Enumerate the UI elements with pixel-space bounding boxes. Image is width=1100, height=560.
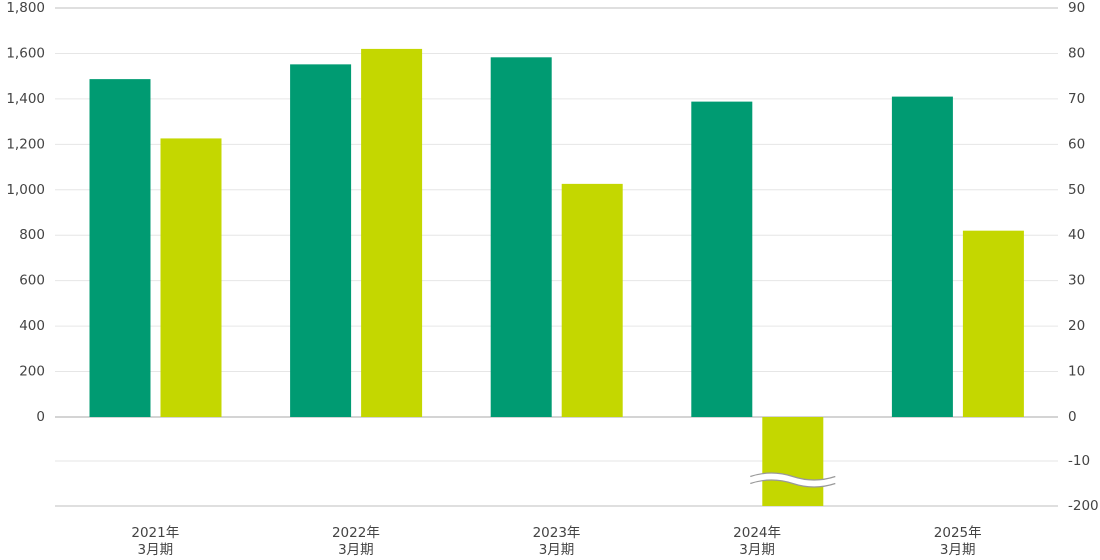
x-axis-tick-label: 3月期 <box>739 542 775 558</box>
x-axis-tick-label: 2022年 <box>332 525 380 541</box>
left-axis-tick-label: 1,600 <box>6 45 45 61</box>
bar-series-1 <box>89 79 151 418</box>
left-axis-tick-label: 200 <box>19 364 45 380</box>
left-axis-tick-label: 1,800 <box>6 0 45 16</box>
left-axis-tick-label: 0 <box>36 409 45 425</box>
bar-series-2 <box>160 138 222 418</box>
bar-series-1 <box>891 96 953 417</box>
bar-series-1 <box>691 101 753 418</box>
right-axis-tick-label: 0 <box>1068 409 1077 425</box>
right-axis-tick-label: -10 <box>1068 453 1090 469</box>
x-axis-tick-label: 2024年 <box>733 525 781 541</box>
left-axis-tick-label: 1,000 <box>6 182 45 198</box>
right-axis-tick-label: 10 <box>1068 364 1085 380</box>
x-axis-tick-label: 2025年 <box>934 525 982 541</box>
right-axis-tick-label: 70 <box>1068 91 1085 107</box>
left-axis-tick-label: 800 <box>19 227 45 243</box>
axis-break-line <box>750 472 836 481</box>
left-axis-tick-label: 1,200 <box>6 136 45 152</box>
x-axis-tick-label: 3月期 <box>138 542 174 558</box>
right-axis-tick-label: 90 <box>1068 0 1085 16</box>
x-axis-tick-label: 2021年 <box>131 525 179 541</box>
bar-series-1 <box>490 57 552 417</box>
x-axis-tick-label: 3月期 <box>940 542 976 558</box>
right-axis-tick-label: 80 <box>1068 45 1085 61</box>
axis-break-gap <box>749 473 837 487</box>
bar-series-1 <box>290 64 352 418</box>
bar-series-2 <box>361 48 423 418</box>
right-axis-tick-label: 20 <box>1068 318 1085 334</box>
right-axis-tick-label: 60 <box>1068 136 1085 152</box>
right-axis-tick-label: 50 <box>1068 182 1085 198</box>
left-y-axis: 0 200 400 600 800 1,000 1,200 1,400 1,600 1,800 <box>6 0 45 425</box>
bar-series-2 <box>962 230 1024 417</box>
right-axis-tick-label: 30 <box>1068 273 1085 289</box>
x-axis-tick-label: 3月期 <box>338 542 374 558</box>
x-axis-tick-label: 3月期 <box>539 542 575 558</box>
right-axis-tick-label: 40 <box>1068 227 1085 243</box>
axis-break-line <box>750 479 836 488</box>
bar-series-2 <box>561 183 623 417</box>
x-axis-tick-label: 2023年 <box>533 525 581 541</box>
bar-series-2 <box>762 417 824 506</box>
left-axis-tick-label: 400 <box>19 318 45 334</box>
left-axis-tick-label: 600 <box>19 273 45 289</box>
left-axis-tick-label: 1,400 <box>6 91 45 107</box>
bars <box>89 48 1024 506</box>
gridlines <box>55 7 1058 507</box>
right-axis-tick-label: -200 <box>1068 498 1099 514</box>
right-y-axis: 90 80 70 60 50 40 30 20 10 0 -10 -200 <box>1068 0 1099 514</box>
